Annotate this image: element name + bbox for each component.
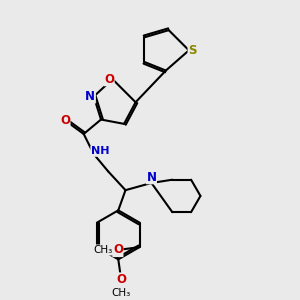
Text: NH: NH [91,146,110,156]
Text: CH₃: CH₃ [93,245,112,255]
Text: N: N [146,171,156,184]
Text: N: N [85,90,95,103]
Text: O: O [104,73,114,86]
Text: O: O [116,273,126,286]
Text: CH₃: CH₃ [112,287,131,298]
Text: O: O [113,244,123,256]
Text: O: O [60,114,70,127]
Text: S: S [188,44,196,57]
